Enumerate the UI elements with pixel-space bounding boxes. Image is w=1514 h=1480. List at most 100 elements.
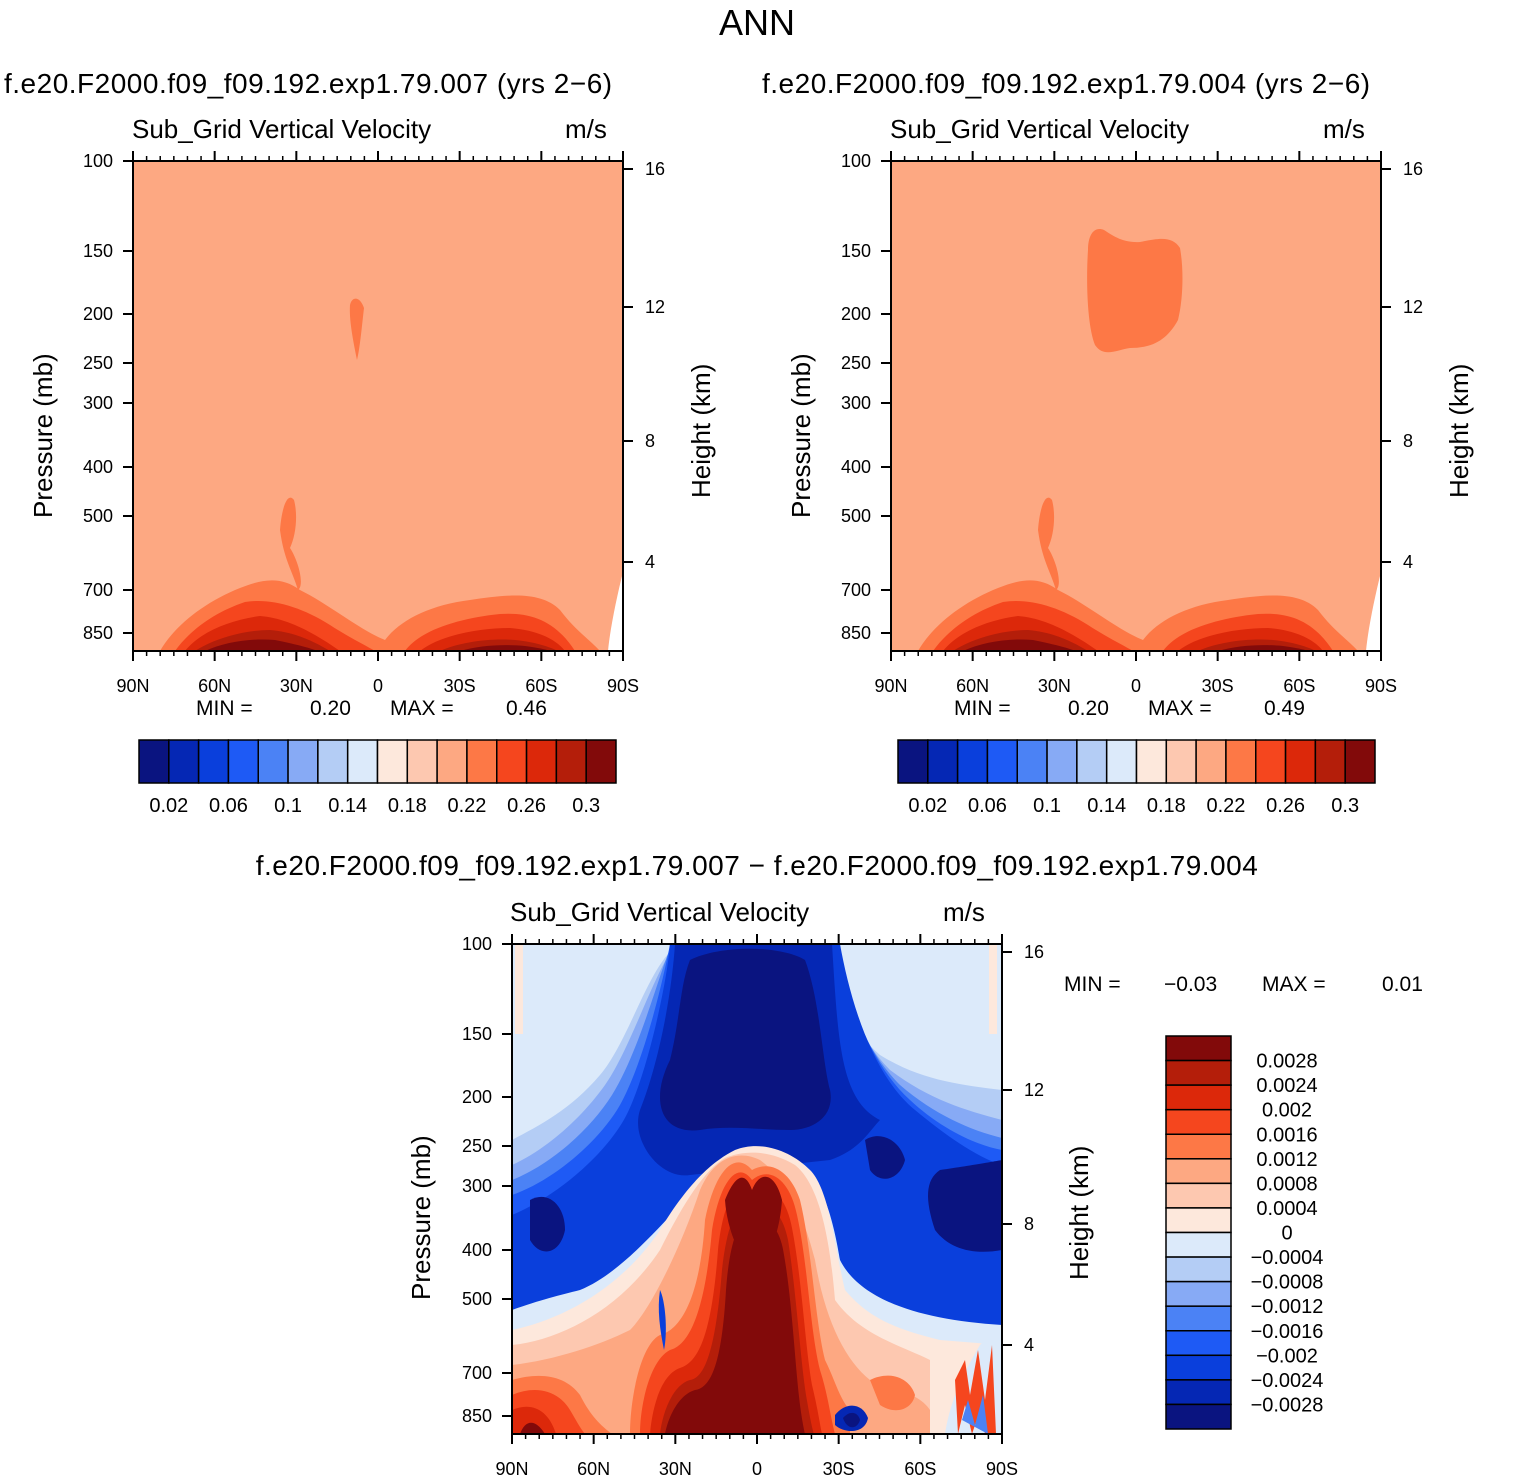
colorbar-box [496, 739, 528, 784]
panel2-max-label: MAX = [1148, 697, 1212, 720]
panel1-height-tick-label: 8 [645, 431, 655, 451]
colorbar-label: 0.0024 [1256, 1075, 1317, 1097]
colorbar-label: 0.22 [447, 795, 486, 817]
panel1-variable: Sub_Grid Vertical Velocity [132, 114, 432, 144]
colorbar-label: 0.0016 [1256, 1124, 1317, 1146]
colorbar-box [287, 739, 319, 784]
panel2-pressure-tick-label: 400 [841, 457, 871, 477]
colorbar-box [1165, 1133, 1232, 1160]
colorbar-box [1165, 739, 1197, 784]
colorbar-label: −0.002 [1256, 1345, 1318, 1367]
colorbar-label: 0.14 [1087, 795, 1126, 817]
colorbar-label: −0.0004 [1251, 1247, 1324, 1269]
diff-lat-tick-label: 90S [986, 1459, 1018, 1479]
colorbar-box [1225, 739, 1257, 784]
colorbar-label: 0.0028 [1256, 1051, 1317, 1073]
panel1-lat-tick-label: 60S [525, 676, 557, 696]
panel1-lat-tick-label: 60N [198, 676, 231, 696]
diff-pressure-tick-label: 150 [462, 1024, 492, 1044]
diff-lat-tick-label: 0 [752, 1459, 762, 1479]
panel2-max-value: 0.49 [1264, 697, 1305, 720]
colorbar-label: −0.0008 [1251, 1272, 1324, 1294]
diff-pressure-tick-label: 300 [462, 1176, 492, 1196]
panel2-variable: Sub_Grid Vertical Velocity [890, 114, 1190, 144]
panel1-pressure-tick-label: 500 [83, 506, 113, 526]
colorbar-label: 0.02 [908, 795, 947, 817]
colorbar-box [257, 739, 289, 784]
diff-height-tick-label: 12 [1024, 1080, 1044, 1100]
colorbar-label: −0.0016 [1251, 1321, 1324, 1343]
colorbar-box [406, 739, 438, 784]
diff-height-tick-label: 4 [1024, 1335, 1034, 1355]
panel1-pressure-tick-label: 400 [83, 457, 113, 477]
panel1-units: m/s [565, 114, 607, 144]
panel2-min-value: 0.20 [1068, 697, 1109, 720]
diff-min-label: MIN = [1064, 973, 1121, 996]
panel2-pressure-tick-label: 150 [841, 241, 871, 261]
diff-height-tick-label: 8 [1024, 1214, 1034, 1234]
diff-pressure-tick-label: 200 [462, 1087, 492, 1107]
panel2-height-tick-label: 8 [1403, 431, 1413, 451]
colorbar-box [317, 739, 349, 784]
colorbar-box [1165, 1354, 1232, 1381]
colorbar-box [525, 739, 558, 784]
colorbar-panel1: 0.02 0.06 0.1 0.14 0.18 0.22 0.26 0.3 [138, 739, 617, 817]
panel2-pressure-tick-label: 300 [841, 393, 871, 413]
colorbar-box [227, 739, 259, 784]
colorbar-label: 0.06 [209, 795, 248, 817]
panel2-pressure-tick-label: 200 [841, 304, 871, 324]
colorbar-box [1255, 739, 1287, 784]
panel1-max-value: 0.46 [506, 697, 547, 720]
colorbar-box [168, 739, 200, 784]
page-title: ANN [718, 2, 795, 43]
diff-units: m/s [943, 897, 985, 927]
diff-lat-tick-label: 30S [823, 1459, 855, 1479]
panel1-pressure-tick-label: 300 [83, 393, 113, 413]
diff-max-label: MAX = [1262, 973, 1326, 996]
colorbar-box [585, 739, 617, 784]
panel1-lat-tick-label: 0 [373, 676, 383, 696]
colorbar-box [927, 739, 959, 784]
diff-pressure-tick-label: 100 [462, 934, 492, 954]
panel2-lat-tick-label: 60S [1283, 676, 1315, 696]
colorbar-label: −0.0012 [1251, 1296, 1324, 1318]
panel2-lat-tick-label: 90S [1365, 676, 1397, 696]
colorbar-box [1165, 1256, 1232, 1283]
colorbar-box [1076, 739, 1108, 784]
colorbar-box [1165, 1084, 1232, 1111]
panel2-pressure-tick-label: 700 [841, 580, 871, 600]
diff-lat-tick-label: 60N [577, 1459, 610, 1479]
colorbar-box [1165, 1379, 1232, 1406]
panel2-height-tick-label: 12 [1403, 297, 1423, 317]
colorbar-box [897, 739, 929, 784]
colorbar-box [1046, 739, 1078, 784]
colorbar-label: 0.0012 [1256, 1149, 1317, 1171]
colorbar-box [1165, 1330, 1232, 1357]
panel2-lat-tick-label: 60N [956, 676, 989, 696]
diff-lat-tick-label: 30N [659, 1459, 692, 1479]
colorbar-box [1165, 1305, 1232, 1332]
panel2-units: m/s [1323, 114, 1365, 144]
colorbar-box [1165, 1182, 1232, 1209]
colorbar-box [1165, 1108, 1232, 1135]
panel1-lat-tick-label: 30S [444, 676, 476, 696]
panel2-pressure-tick-label: 850 [841, 623, 871, 643]
panel2-lat-tick-label: 30S [1202, 676, 1234, 696]
panel1-pressure-tick-label: 100 [83, 151, 113, 171]
colorbar-box [956, 739, 989, 784]
colorbar-label: 0 [1281, 1223, 1292, 1245]
colorbar-box [1284, 739, 1317, 784]
colorbar-label: 0.26 [507, 795, 546, 817]
colorbar-label: 0.1 [1033, 795, 1061, 817]
colorbar-label: 0.3 [572, 795, 600, 817]
colorbar-label: 0.0004 [1256, 1198, 1317, 1220]
colorbar-box [376, 739, 409, 784]
panel1-axes: 100 150 200 250 300 400 500 700 850 16 12 8 4 90N 60N 3… [83, 151, 665, 696]
colorbar-label: 0.02 [149, 795, 188, 817]
diff-pressure-tick-label: 850 [462, 1406, 492, 1426]
panel1-field [133, 161, 623, 651]
colorbar-box [1016, 739, 1048, 784]
panel1-pressure-tick-label: 250 [83, 353, 113, 373]
